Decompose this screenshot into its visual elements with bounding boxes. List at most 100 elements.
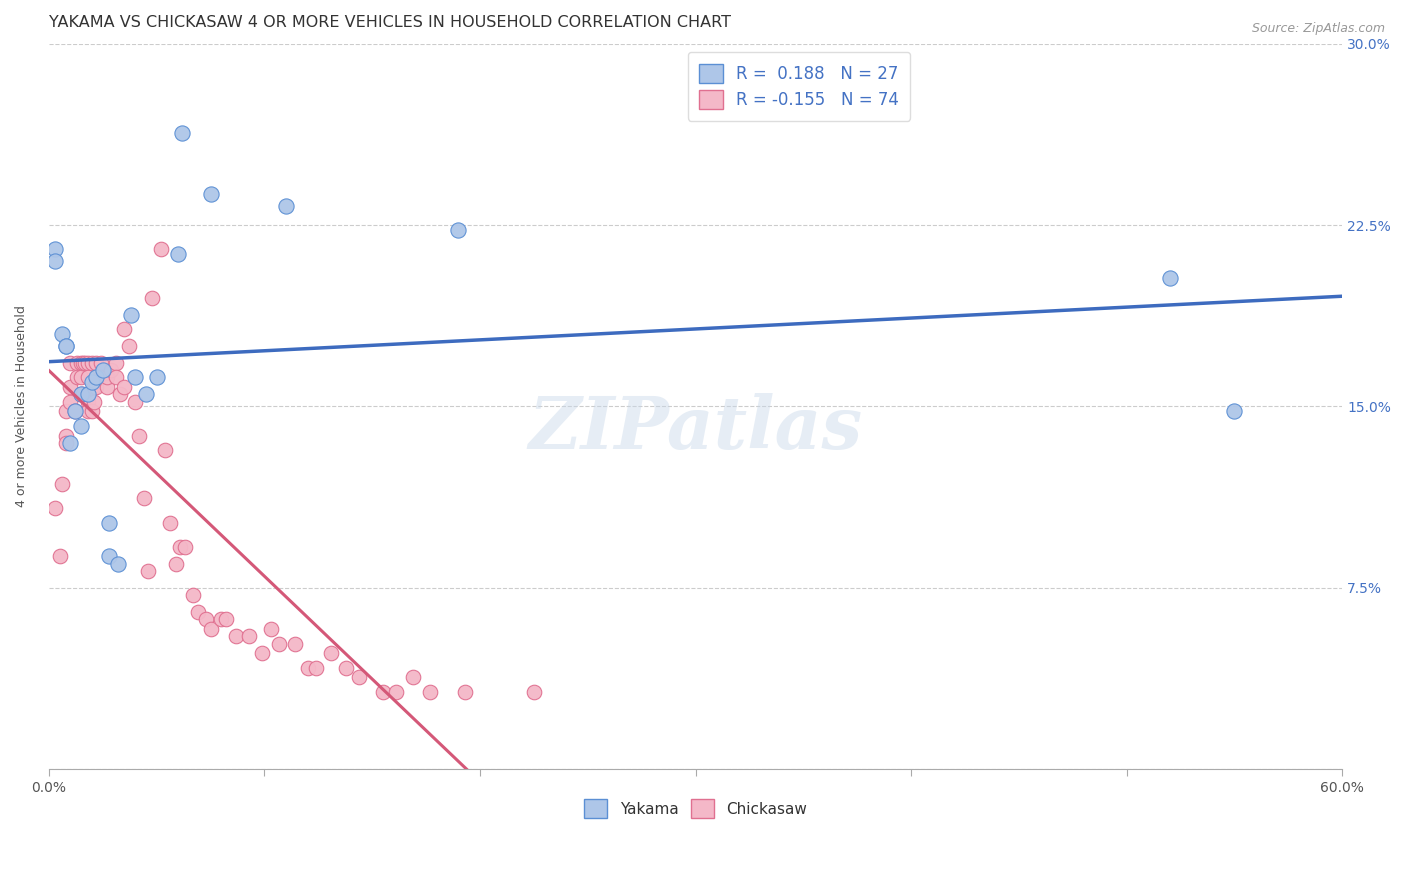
Point: [59, 380, 82, 394]
Point: [187, 605, 209, 619]
Point: [200, 622, 222, 636]
Point: [48, 549, 70, 564]
Point: [145, 370, 167, 384]
Point: [55, 428, 77, 442]
Point: [167, 247, 190, 261]
Text: YAKAMA VS CHICKASAW 4 OR MORE VEHICLES IN HOUSEHOLD CORRELATION CHART: YAKAMA VS CHICKASAW 4 OR MORE VEHICLES I…: [49, 15, 731, 30]
Point: [84, 380, 107, 394]
Point: [70, 356, 93, 370]
Point: [76, 370, 98, 384]
Point: [80, 376, 103, 390]
Point: [55, 339, 77, 353]
Point: [260, 622, 283, 636]
Point: [59, 356, 82, 370]
Point: [155, 443, 177, 458]
Point: [454, 685, 477, 699]
Point: [66, 356, 89, 370]
Point: [209, 612, 232, 626]
Point: [112, 380, 135, 394]
Point: [83, 380, 105, 394]
Point: [135, 387, 157, 401]
Point: [117, 339, 139, 353]
Point: [269, 636, 291, 650]
Point: [173, 540, 195, 554]
Point: [76, 394, 98, 409]
Point: [238, 629, 260, 643]
Point: [108, 387, 131, 401]
Point: [195, 612, 218, 626]
Point: [181, 588, 204, 602]
Point: [214, 612, 236, 626]
Point: [75, 356, 97, 370]
Point: [349, 670, 371, 684]
Point: [44, 242, 66, 256]
Point: [274, 199, 297, 213]
Point: [90, 370, 112, 384]
Point: [419, 685, 441, 699]
Point: [70, 387, 93, 401]
Point: [165, 557, 187, 571]
Point: [141, 291, 163, 305]
Point: [55, 435, 77, 450]
Point: [1159, 271, 1181, 285]
Point: [90, 356, 112, 370]
Point: [76, 356, 98, 370]
Point: [252, 646, 274, 660]
Point: [523, 685, 546, 699]
Point: [124, 370, 146, 384]
Text: Source: ZipAtlas.com: Source: ZipAtlas.com: [1251, 22, 1385, 36]
Point: [371, 685, 394, 699]
Point: [136, 564, 159, 578]
Point: [98, 516, 121, 530]
Point: [321, 646, 343, 660]
Point: [72, 387, 94, 401]
Point: [169, 540, 191, 554]
Point: [72, 356, 94, 370]
Point: [98, 549, 121, 564]
Point: [104, 356, 127, 370]
Point: [104, 370, 127, 384]
Point: [66, 370, 89, 384]
Point: [63, 404, 86, 418]
Point: [225, 629, 247, 643]
Point: [84, 370, 107, 384]
Point: [44, 254, 66, 268]
Point: [63, 404, 86, 418]
Legend: Yakama, Chickasaw: Yakama, Chickasaw: [575, 790, 815, 827]
Point: [59, 435, 82, 450]
Point: [385, 685, 408, 699]
Point: [63, 404, 86, 418]
Point: [44, 501, 66, 516]
Point: [83, 394, 105, 409]
Point: [112, 322, 135, 336]
Point: [70, 387, 93, 401]
Point: [96, 370, 118, 384]
Point: [159, 516, 181, 530]
Point: [335, 661, 357, 675]
Point: [284, 636, 307, 650]
Point: [76, 387, 98, 401]
Point: [1223, 404, 1246, 418]
Point: [55, 339, 77, 353]
Point: [402, 670, 425, 684]
Point: [80, 404, 103, 418]
Point: [172, 126, 194, 140]
Point: [96, 380, 118, 394]
Point: [297, 661, 319, 675]
Point: [59, 394, 82, 409]
Point: [51, 476, 73, 491]
Point: [100, 363, 122, 377]
Point: [70, 370, 93, 384]
Point: [128, 428, 150, 442]
Text: ZIPatlas: ZIPatlas: [529, 392, 863, 464]
Point: [91, 363, 114, 377]
Point: [200, 186, 222, 201]
Point: [120, 308, 142, 322]
Point: [447, 223, 470, 237]
Point: [76, 404, 98, 418]
Point: [107, 557, 129, 571]
Point: [132, 491, 155, 506]
Point: [70, 418, 93, 433]
Point: [55, 404, 77, 418]
Point: [305, 661, 328, 675]
